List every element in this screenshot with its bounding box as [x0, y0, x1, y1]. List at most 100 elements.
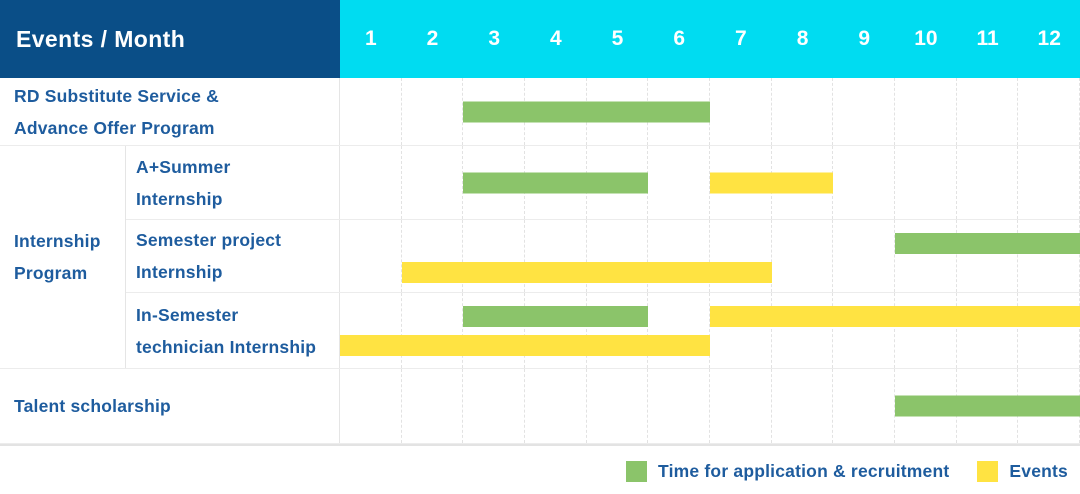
grid-column	[895, 146, 957, 219]
month-label: 3	[488, 27, 501, 50]
grid-column	[525, 369, 587, 443]
row-timeline-area	[340, 369, 1080, 443]
event-bar	[710, 306, 1080, 327]
table-header: Events / Month 1 2 3 4 5 6 7 8 9 10 11 12	[0, 0, 1080, 78]
row-label: A+Summer Internship	[126, 146, 340, 219]
month-header-row: 1 2 3 4 5 6 7 8 9 10 11 12	[340, 0, 1080, 78]
row-semester-project-internship: Semester project Internship	[126, 220, 1080, 293]
row-talent-scholarship: Talent scholarship	[0, 369, 1080, 444]
grid-column	[833, 220, 896, 292]
grid-column	[648, 220, 711, 292]
row-rd-substitute-service: RD Substitute Service & Advance Offer Pr…	[0, 78, 1080, 146]
grid-column	[340, 78, 402, 145]
grid-column	[772, 220, 834, 292]
grid-column	[957, 293, 1019, 368]
month-gridlines	[340, 293, 1080, 368]
internship-program-subrows: A+Summer Internship Semester project Int…	[126, 146, 1080, 368]
grid-column	[1018, 220, 1080, 292]
grid-column	[648, 293, 711, 368]
row-label: In-Semester technician Internship	[126, 293, 340, 368]
grid-column	[710, 369, 772, 443]
row-in-semester-technician-internship: In-Semester technician Internship	[126, 293, 1080, 368]
corner-header-label: Events / Month	[0, 0, 340, 78]
month-label: 5	[611, 27, 624, 50]
month-gridlines	[340, 78, 1080, 145]
grid-column	[648, 146, 711, 219]
grid-column	[463, 293, 526, 368]
row-timeline-area	[340, 78, 1080, 145]
month-label: 12	[1037, 27, 1061, 50]
row-label: RD Substitute Service & Advance Offer Pr…	[0, 78, 340, 145]
grid-column	[772, 78, 834, 145]
grid-column	[833, 146, 896, 219]
grid-column	[402, 146, 464, 219]
grid-column	[1018, 78, 1080, 145]
events-month-table: Events / Month 1 2 3 4 5 6 7 8 9 10 11 12 RD Substi…	[0, 0, 1080, 446]
month-label: 6	[673, 27, 686, 50]
application-recruitment-bar	[463, 306, 649, 327]
row-label: Semester project Internship	[126, 220, 340, 292]
grid-column	[895, 293, 957, 368]
row-label: Talent scholarship	[0, 369, 340, 443]
event-bar	[340, 335, 710, 356]
month-label: 9	[858, 27, 871, 50]
event-bar	[710, 172, 834, 193]
legend-item-application-recruitment: Time for application & recruitment	[626, 461, 949, 482]
application-recruitment-bar	[895, 233, 1080, 254]
grid-column	[833, 293, 896, 368]
grid-column	[525, 220, 587, 292]
legend-item-events: Events	[977, 461, 1068, 482]
grid-column	[587, 293, 649, 368]
row-timeline-area	[340, 146, 1080, 219]
grid-column	[463, 220, 526, 292]
grid-column	[833, 369, 896, 443]
grid-column	[710, 78, 772, 145]
application-recruitment-bar	[895, 395, 1080, 417]
month-label: 4	[550, 27, 562, 50]
grid-column	[710, 293, 772, 368]
month-label: 2	[426, 27, 439, 50]
legend: Time for application & recruitment Event…	[0, 446, 1080, 482]
row-a-summer-internship: A+Summer Internship	[126, 146, 1080, 220]
month-label: 8	[796, 27, 809, 50]
internship-program-group: Internship Program A+Summer Internship S…	[0, 146, 1080, 369]
grid-column	[525, 293, 587, 368]
grid-column	[957, 78, 1019, 145]
row-timeline-area	[340, 220, 1080, 292]
grid-column	[772, 293, 834, 368]
grid-column	[895, 78, 957, 145]
grid-column	[587, 220, 649, 292]
application-recruitment-bar	[463, 172, 649, 193]
grid-column	[340, 369, 402, 443]
grid-column	[402, 78, 464, 145]
month-label: 7	[735, 27, 747, 50]
row-timeline-area	[340, 293, 1080, 368]
legend-label: Events	[1009, 461, 1068, 481]
grid-column	[340, 220, 402, 292]
yellow-swatch-icon	[977, 461, 999, 482]
grid-column	[957, 220, 1019, 292]
grid-column	[1018, 146, 1080, 219]
grid-column	[340, 146, 402, 219]
month-label: 10	[914, 27, 938, 50]
green-swatch-icon	[626, 461, 648, 482]
group-label: Internship Program	[0, 146, 126, 368]
legend-label: Time for application & recruitment	[658, 461, 950, 481]
grid-column	[833, 78, 896, 145]
grid-column	[402, 369, 464, 443]
month-label: 1	[364, 27, 377, 50]
grid-column	[463, 369, 526, 443]
grid-column	[957, 146, 1019, 219]
grid-column	[402, 220, 464, 292]
month-label: 11	[976, 27, 999, 50]
application-recruitment-bar	[463, 101, 710, 122]
grid-column	[340, 293, 402, 368]
grid-column	[895, 220, 957, 292]
grid-column	[402, 293, 464, 368]
grid-column	[1018, 293, 1080, 368]
grid-column	[772, 369, 834, 443]
grid-column	[648, 369, 711, 443]
grid-column	[710, 220, 772, 292]
event-bar	[401, 262, 772, 283]
grid-column	[587, 369, 649, 443]
